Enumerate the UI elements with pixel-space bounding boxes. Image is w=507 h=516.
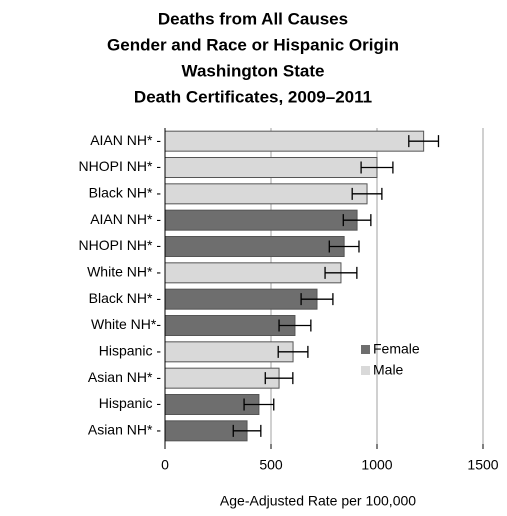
bar — [164, 236, 345, 257]
error-bar — [264, 372, 294, 385]
y-tick-label: White NH* - — [87, 264, 161, 280]
bar — [164, 157, 378, 178]
y-tick-label: NHOPI NH* - — [79, 158, 162, 174]
bar — [164, 315, 296, 336]
error-bar — [408, 135, 440, 148]
error-bar — [232, 424, 262, 437]
bar — [164, 341, 294, 363]
error-bar — [360, 161, 394, 174]
x-axis-label: Age-Adjusted Rate per 100,000 — [220, 493, 416, 509]
bar — [164, 209, 358, 231]
bar — [164, 288, 318, 310]
y-tick-label: White NH*- — [91, 316, 161, 332]
bar — [164, 183, 368, 205]
error-bar — [300, 293, 334, 306]
error-bar — [278, 319, 312, 332]
y-tick-label: Hispanic - — [99, 395, 162, 411]
x-tick-label: 0 — [161, 457, 169, 473]
y-tick-label: Hispanic - — [99, 343, 162, 359]
y-tick-label: Black NH* - — [89, 290, 162, 306]
error-bar — [277, 345, 309, 358]
error-bar — [342, 214, 372, 227]
y-tick-label: Black NH* - — [89, 185, 162, 201]
error-bar — [324, 266, 358, 279]
chart-title: Deaths from All Causes — [158, 9, 348, 28]
error-bar — [328, 240, 360, 253]
y-tick-label: AIAN NH* - — [90, 132, 161, 148]
chart-title: Gender and Race or Hispanic Origin — [107, 35, 399, 54]
legend-swatch — [361, 366, 370, 375]
y-tick-label: Asian NH* - — [88, 422, 161, 438]
error-bar — [243, 398, 275, 411]
error-bar — [351, 187, 383, 200]
bar — [164, 367, 280, 389]
y-tick-label: Asian NH* - — [88, 369, 161, 385]
y-tick-label: NHOPI NH* - — [79, 237, 162, 253]
bar — [164, 130, 425, 152]
x-tick-label: 1000 — [361, 457, 392, 473]
chart-title: Washington State — [182, 61, 325, 80]
legend-label: Male — [373, 362, 404, 378]
chart-title: Death Certificates, 2009–2011 — [134, 87, 372, 106]
x-tick-label: 1500 — [467, 457, 498, 473]
y-tick-label: AIAN NH* - — [90, 211, 161, 227]
legend-swatch — [361, 345, 370, 354]
bar — [164, 262, 342, 284]
legend-label: Female — [373, 341, 420, 357]
x-tick-label: 500 — [259, 457, 283, 473]
